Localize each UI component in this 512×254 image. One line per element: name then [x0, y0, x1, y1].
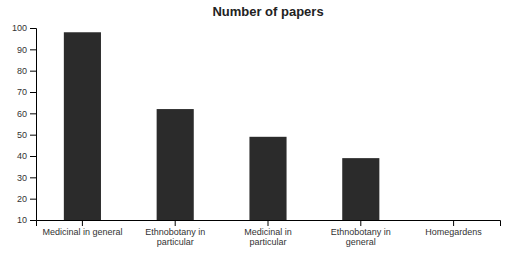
tick-mark: [30, 113, 36, 114]
bars: [64, 32, 380, 220]
bar: [435, 220, 472, 221]
y-tick-label: 100: [12, 23, 27, 33]
bar: [342, 158, 379, 220]
tick-mark: [30, 28, 36, 29]
tick-mark: [268, 220, 269, 226]
x-tick: Homegardens: [425, 220, 482, 237]
x-tick-label-line: Ethnobotany in: [145, 227, 205, 237]
chart-title: Number of papers: [212, 4, 323, 19]
y-tick-label: 10: [17, 215, 27, 225]
y-tick-label: 90: [17, 45, 27, 55]
tick-mark: [175, 220, 176, 226]
x-tick-label-line: Ethnobotany in: [331, 227, 391, 237]
tick-mark: [453, 220, 454, 226]
tick-mark: [30, 71, 36, 72]
bar: [157, 109, 194, 220]
y-tick-label: 20: [17, 194, 27, 204]
x-tick: Medicinal inparticular: [244, 220, 292, 247]
x-tick-label: Ethnobotany inparticular: [145, 227, 205, 247]
tick-mark: [30, 92, 36, 93]
chart-svg: Number of papersMedicinal in generalEthn…: [0, 0, 512, 254]
y-tick: 40: [17, 151, 36, 161]
x-tick-label: Ethnobotany ingeneral: [331, 227, 391, 247]
x-tick: Ethnobotany ingeneral: [331, 220, 391, 247]
x-tick-label: Medicinal inparticular: [244, 227, 292, 247]
x-tick-label: Medicinal in general: [42, 227, 122, 237]
y-axis: 10 20 30 40 50 60 70 80 90 100: [12, 23, 37, 225]
x-tick-label: Homegardens: [425, 227, 482, 237]
x-tick-label-line: Homegardens: [425, 227, 482, 237]
bar: [249, 137, 286, 220]
tick-mark: [360, 220, 361, 226]
x-axis: Medicinal in generalEthnobotany inpartic…: [37, 220, 501, 247]
y-tick-label: 30: [17, 173, 27, 183]
y-tick: 50: [17, 130, 36, 140]
x-tick-label-line: Medicinal in general: [42, 227, 122, 237]
y-tick-label: 70: [17, 87, 27, 97]
x-tick-label-line: particular: [249, 237, 286, 247]
y-tick-label: 60: [17, 109, 27, 119]
tick-mark: [30, 199, 36, 200]
axis-line: [37, 221, 501, 227]
bar: [64, 32, 101, 220]
x-tick-label-line: general: [346, 237, 376, 247]
y-tick: 70: [17, 87, 36, 97]
x-tick: Ethnobotany inparticular: [145, 220, 205, 247]
tick-mark: [30, 156, 36, 157]
y-tick: 100: [12, 23, 36, 33]
y-tick-label: 40: [17, 151, 27, 161]
y-tick: 80: [17, 66, 36, 76]
tick-mark: [30, 220, 36, 221]
tick-mark: [30, 49, 36, 50]
y-tick: 10: [17, 215, 36, 225]
y-tick: 60: [17, 109, 36, 119]
y-tick-label: 50: [17, 130, 27, 140]
chart-container: Number of papersMedicinal in generalEthn…: [0, 0, 512, 254]
y-tick-label: 80: [17, 66, 27, 76]
tick-mark: [82, 220, 83, 226]
x-tick: Medicinal in general: [42, 220, 122, 237]
y-tick: 20: [17, 194, 36, 204]
y-tick: 90: [17, 45, 36, 55]
x-tick-label-line: particular: [157, 237, 194, 247]
tick-mark: [30, 135, 36, 136]
axis-line: [30, 29, 37, 221]
y-tick: 30: [17, 173, 36, 183]
tick-mark: [30, 177, 36, 178]
x-tick-label-line: Medicinal in: [244, 227, 292, 237]
